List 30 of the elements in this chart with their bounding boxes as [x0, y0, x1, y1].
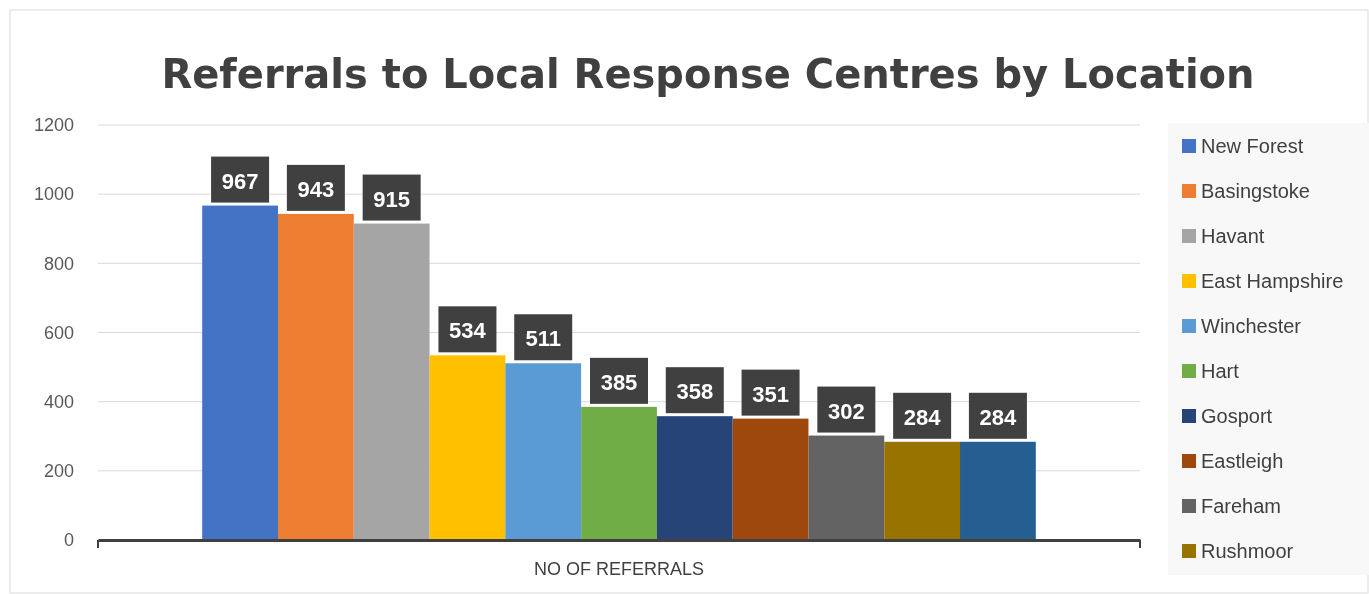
legend-label: Rushmoor: [1201, 540, 1294, 562]
data-label: 284: [903, 404, 942, 430]
legend-label: Hart: [1201, 360, 1240, 382]
data-label: 511: [525, 326, 561, 352]
data-label: 302: [827, 398, 865, 424]
legend-label: Havant: [1201, 225, 1265, 247]
legend-label: Eastleigh: [1201, 450, 1284, 472]
legend-label: Gosport: [1201, 405, 1273, 427]
y-tick-label: 600: [43, 322, 74, 343]
data-label: 351: [752, 381, 789, 407]
data-label: 385: [600, 369, 638, 395]
data-label: 967: [221, 168, 259, 194]
chart-title: Referrals to Local Response Centres by Location: [161, 51, 1255, 97]
y-tick-label: 1200: [33, 115, 74, 136]
y-tick-label: 1000: [33, 184, 74, 205]
legend-label: Basingstoke: [1201, 180, 1310, 202]
y-tick-label: 400: [43, 391, 74, 412]
y-tick-label: 0: [63, 530, 74, 551]
data-label: 284: [979, 404, 1018, 430]
legend-label: Fareham: [1201, 495, 1282, 517]
data-label: 915: [373, 186, 411, 212]
data-label: 534: [449, 318, 487, 344]
legend-label: East Hampshire: [1201, 270, 1344, 292]
data-label: 358: [676, 379, 714, 405]
legend-label: New Forest: [1201, 135, 1304, 157]
data-label: 943: [297, 176, 335, 202]
y-tick-label: 200: [43, 461, 74, 482]
y-tick-label: 800: [43, 253, 74, 274]
x-tick-label: NO OF REFERRALS: [533, 558, 705, 579]
legend-label: Winchester: [1201, 315, 1302, 337]
